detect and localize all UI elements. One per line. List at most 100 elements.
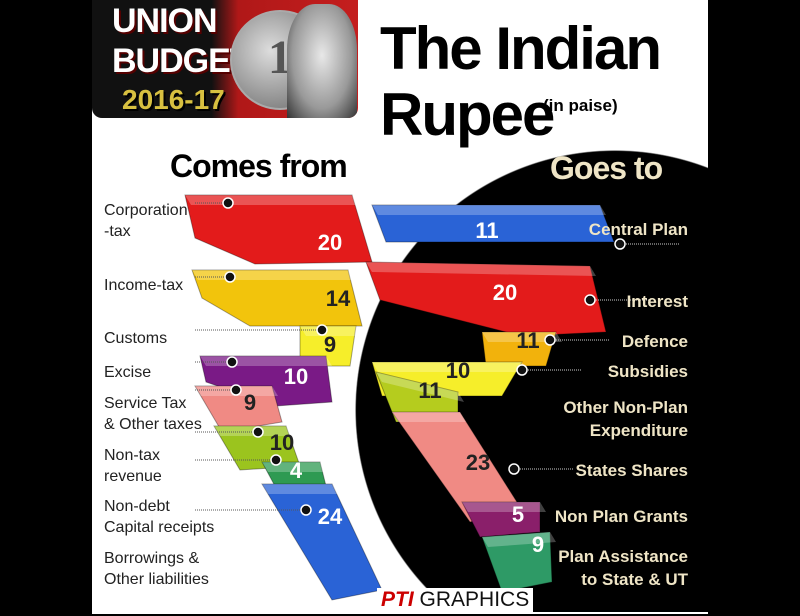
segment-highlight (482, 332, 562, 342)
marker-dot (270, 454, 282, 466)
segment-highlight (462, 502, 546, 512)
segment-highlight (192, 270, 354, 280)
marker-dot (508, 463, 520, 475)
segment-service-tax-other-taxes (194, 385, 283, 433)
marker-dot (224, 271, 236, 283)
value-label: 11 (418, 378, 441, 403)
segment-central-plan (371, 204, 615, 243)
label-line: -tax (104, 223, 131, 240)
label-line: Plan Assistance (558, 547, 688, 566)
label-line: Interest (626, 292, 688, 311)
segment-corporation-tax (184, 194, 373, 265)
label-line: Non-debt (104, 498, 170, 515)
footer-credit: PTI GRAPHICS (377, 588, 534, 612)
value-label: 23 (466, 450, 490, 475)
category-label: Interest (627, 290, 688, 313)
segment-borrowings-other-liabilities (261, 483, 383, 601)
panel (92, 0, 708, 612)
badge-year: 2016-17 (122, 84, 225, 115)
category-label: Defence (622, 330, 688, 353)
marker-dot (226, 356, 238, 368)
segment-highlight (185, 195, 358, 205)
category-label: Corporation -tax (104, 200, 188, 242)
category-label: Central Plan (589, 218, 688, 241)
label-line: Other Non-Plan (563, 398, 688, 417)
goes-to-heading: Goes to (550, 150, 663, 186)
value-label: 14 (326, 286, 351, 311)
segment-highlight (482, 532, 556, 547)
value-label: 9 (532, 532, 544, 557)
value-label: 11 (516, 328, 539, 353)
segment-interest (365, 261, 607, 337)
badge-line2: BUDGET (112, 42, 251, 80)
label-line: Capital receipts (104, 519, 215, 536)
segment-excise (199, 355, 333, 407)
category-label: Plan Assistance to State & UT (558, 545, 688, 591)
portrait-image (287, 4, 357, 118)
category-label: Customs (104, 328, 167, 349)
label-line: Customs (104, 330, 168, 347)
marker-dot (222, 197, 234, 209)
marker-dot (252, 426, 264, 438)
label-line: revenue (104, 468, 162, 485)
segment-highlight (372, 205, 606, 215)
title-line1: The Indian (380, 15, 662, 82)
marker-dot (614, 238, 626, 250)
label-line: Income-tax (104, 277, 184, 294)
label-line: Non-tax (104, 447, 161, 464)
category-label: Subsidies (608, 360, 688, 383)
category-label: Other Non-Plan Expenditure (563, 396, 688, 442)
segment-highlight (200, 356, 332, 366)
marker-dot (516, 364, 528, 376)
marker-dot (316, 324, 328, 336)
label-line: States Shares (575, 461, 688, 480)
marker-dot (300, 504, 312, 516)
category-label: Excise (104, 362, 151, 383)
badge-line1: UNION (112, 2, 218, 40)
value-label: 10 (284, 364, 308, 389)
label-line: Other liabilities (104, 571, 209, 588)
union-budget-badge: UNION BUDGET 2016-17 1 (92, 0, 358, 118)
label-line: Borrowings & (104, 550, 200, 567)
label-line: Expenditure (589, 421, 688, 440)
label-line: Corporation (104, 202, 188, 219)
title-line2: Rupee (380, 81, 555, 148)
bottom-rule (92, 612, 708, 614)
label-line: to State & UT (581, 570, 688, 589)
segment-highlight (262, 484, 338, 494)
unit-label: (in paise) (543, 96, 618, 115)
comes-from-heading: Comes from (170, 148, 348, 184)
value-label: 10 (446, 358, 470, 383)
category-label: Non-tax revenue (104, 445, 162, 487)
segment-plan-assistance-to-state-ut (481, 531, 553, 593)
value-label: 4 (290, 458, 303, 483)
label-line: Subsidies (607, 362, 688, 381)
marker-dot (584, 294, 596, 306)
value-label: 20 (493, 280, 517, 305)
value-label: 11 (475, 218, 498, 243)
value-label: 20 (318, 230, 342, 255)
category-label: Service Tax & Other taxes (104, 393, 202, 435)
label-line: Defence (621, 332, 688, 351)
category-label: Income-tax (104, 275, 183, 296)
segment-highlight (300, 326, 362, 336)
label-line: Excise (104, 364, 152, 381)
marker-dot (544, 334, 556, 346)
value-label: 9 (244, 390, 256, 415)
segment-highlight (372, 362, 528, 372)
label-line: & Other taxes (104, 416, 202, 433)
segment-highlight (366, 262, 596, 276)
category-label: Non Plan Grants (555, 505, 688, 528)
segment-non-plan-grants (461, 501, 541, 538)
label-line: Central Plan (588, 220, 688, 239)
label-line: Service Tax (104, 395, 187, 412)
value-label: 9 (324, 332, 336, 357)
value-label: 5 (512, 502, 524, 527)
category-label: Borrowings & Other liabilities (104, 548, 209, 590)
label-line: Non Plan Grants (554, 507, 688, 526)
segment-defence (481, 331, 557, 367)
pti-logo: PTI (381, 588, 414, 611)
segment-highlight (376, 372, 464, 402)
